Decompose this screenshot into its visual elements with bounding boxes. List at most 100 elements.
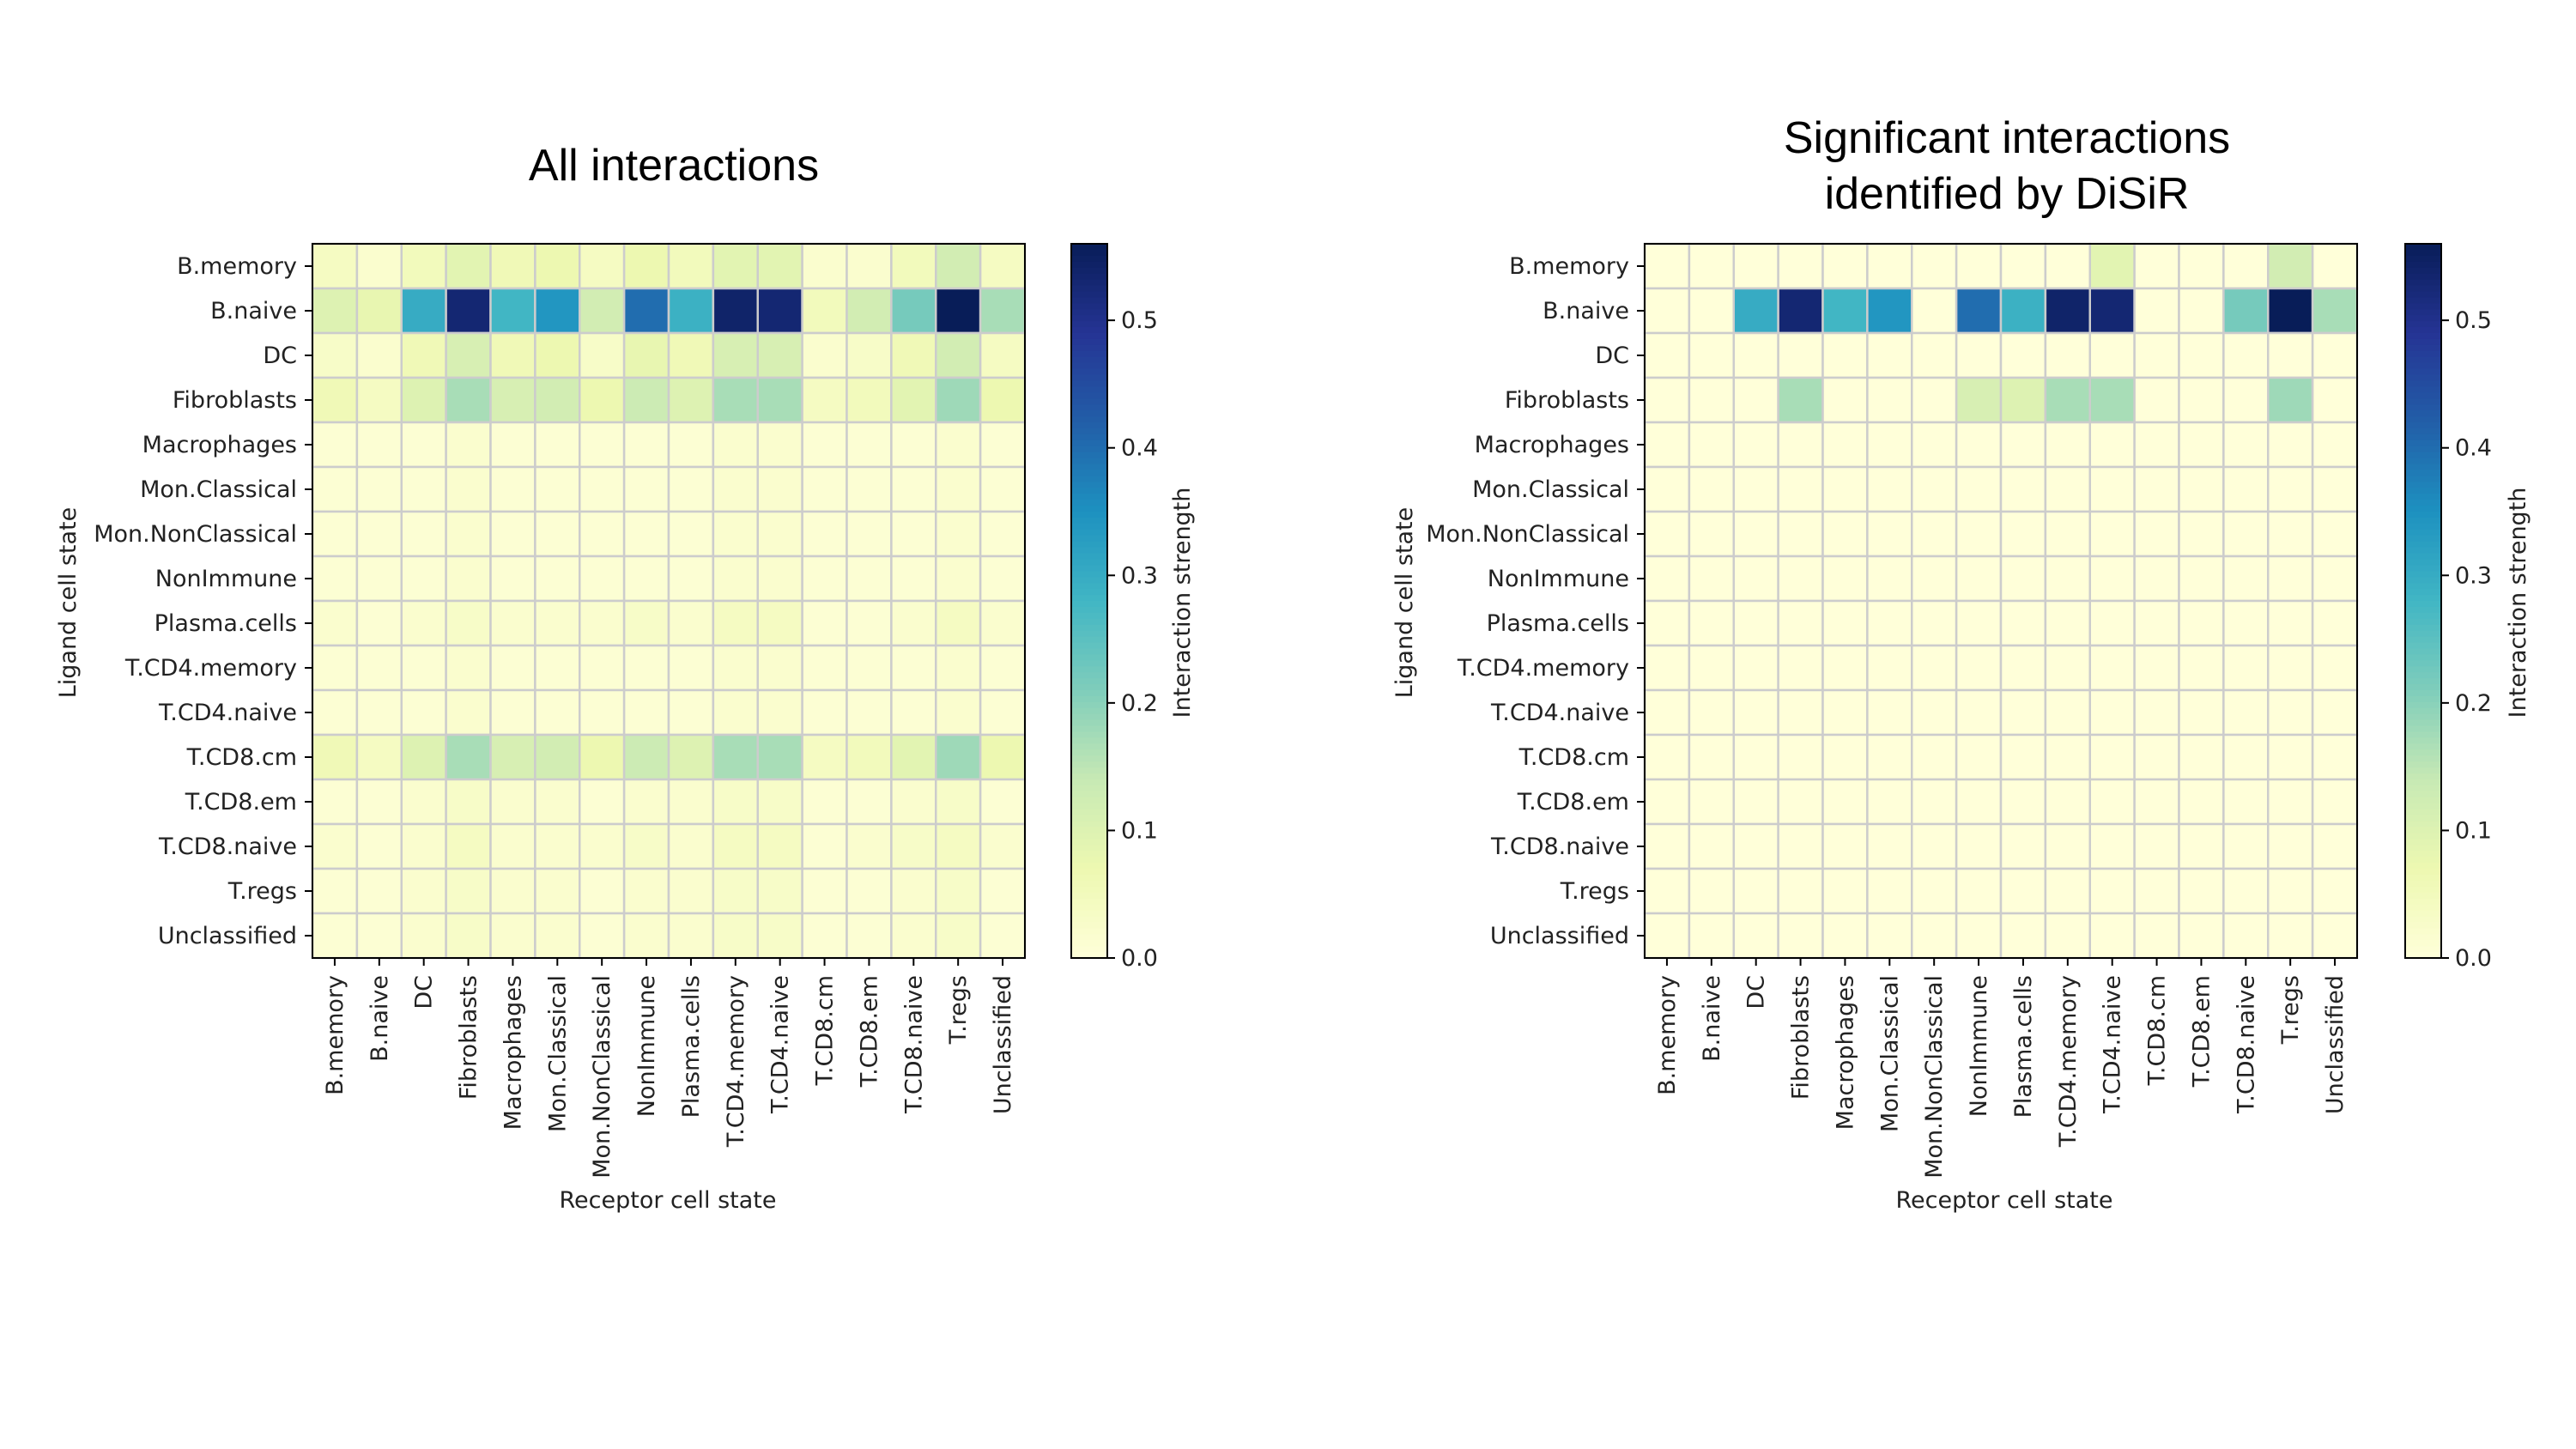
- colorbar-segment: [1071, 601, 1107, 608]
- heatmap-cell: [1866, 778, 1913, 826]
- colorbar-segment: [1071, 737, 1107, 745]
- colorbar-segment: [2405, 589, 2441, 596]
- heatmap-cell: [801, 644, 848, 692]
- heatmap-cell: [846, 555, 893, 603]
- y-tick-label: DC: [1595, 343, 1629, 369]
- colorbar-segment: [2405, 529, 2441, 537]
- x-tick-labels: B.memory B.naive DC Fibroblasts Macrophages M…: [1654, 958, 2349, 1179]
- heatmap-cell: [1866, 331, 1913, 379]
- colorbar-segment: [2405, 494, 2441, 500]
- heatmap-cell: [622, 599, 670, 647]
- heatmap-cell: [622, 465, 670, 513]
- heatmap-cell: [1821, 555, 1869, 603]
- colorbar-segment: [1071, 851, 1107, 858]
- colorbar-segment: [1071, 440, 1107, 447]
- heatmap-cell: [979, 555, 1027, 603]
- heatmap-cell: [979, 822, 1027, 870]
- heatmap-cell: [890, 912, 937, 960]
- x-axis-label: Receptor cell state: [560, 1187, 777, 1214]
- colorbar-segment: [1071, 630, 1107, 638]
- heatmap-cell: [979, 465, 1027, 513]
- heatmap-cell: [445, 822, 492, 870]
- heatmap-cell: [846, 376, 893, 424]
- x-tick-labels: B.memory B.naive DC Fibroblasts Macrophages M…: [322, 958, 1016, 1179]
- heatmap-cell: [890, 867, 937, 915]
- colorbar-tick-label: 0.4: [1121, 435, 1158, 462]
- heatmap-cell: [1955, 465, 2003, 513]
- colorbar-segment: [1071, 719, 1107, 727]
- colorbar-frame: [2404, 243, 2442, 959]
- colorbar-segment: [1071, 785, 1107, 792]
- heatmap-cell: [712, 912, 759, 960]
- heatmap-cell: [2088, 599, 2136, 647]
- heatmap-cell: [1866, 733, 1913, 781]
- heatmap-cell: [2311, 331, 2359, 379]
- heatmap-cell: [1821, 376, 1869, 424]
- heatmap-cell: [667, 822, 715, 870]
- colorbar-segment: [1071, 571, 1107, 579]
- heatmap-cell: [400, 599, 447, 647]
- colorbar-segment: [2405, 559, 2441, 567]
- heatmap-cell: [2044, 867, 2091, 915]
- heatmap-cell: [1777, 599, 1824, 647]
- heatmap-cell: [2311, 287, 2359, 335]
- heatmap-cell: [1955, 822, 2003, 870]
- colorbar-segment: [1071, 255, 1107, 263]
- heatmap-cell: [756, 733, 803, 781]
- colorbar-segment: [1071, 285, 1107, 293]
- heatmap-cell: [1821, 644, 1869, 692]
- heatmap-cell: [579, 242, 626, 290]
- heatmap-cell: [712, 867, 759, 915]
- colorbar-segment: [2405, 630, 2441, 638]
- colorbar-frame: [1070, 243, 1108, 959]
- heatmap-cell: [846, 242, 893, 290]
- heatmap-cell: [1643, 242, 1691, 290]
- heatmap-cell: [979, 733, 1027, 781]
- colorbar-segment: [2405, 267, 2441, 275]
- heatmap-cell: [979, 421, 1027, 469]
- colorbar-segment: [2405, 464, 2441, 471]
- colorbar-segment: [1071, 839, 1107, 846]
- colorbar-segment: [2405, 672, 2441, 679]
- heatmap-cell: [2222, 331, 2270, 379]
- heatmap-cell: [979, 242, 1027, 290]
- heatmap-cell: [2311, 242, 2359, 290]
- heatmap-cell: [667, 376, 715, 424]
- x-tick-label: T.CD4.naive: [767, 975, 794, 1114]
- colorbar-segment: [2405, 440, 2441, 447]
- heatmap-cell: [2044, 555, 2091, 603]
- colorbar-segment: [1071, 249, 1107, 257]
- heatmap-cell: [1911, 644, 1958, 692]
- colorbar-segment: [1071, 273, 1107, 281]
- x-tick-label: T.CD8.cm: [812, 975, 839, 1086]
- heatmap-cell: [311, 822, 359, 870]
- heatmap-cell: [2178, 644, 2225, 692]
- heatmap-cell: [846, 644, 893, 692]
- colorbar-segment: [2405, 279, 2441, 287]
- heatmap-cell: [622, 242, 670, 290]
- colorbar-segment: [1071, 707, 1107, 715]
- heatmap-cell: [1821, 510, 1869, 558]
- heatmap-cells: [311, 242, 1027, 960]
- heatmap-cell: [2088, 912, 2136, 960]
- heatmap-cell: [1999, 822, 2047, 870]
- colorbar-segment: [2405, 654, 2441, 662]
- colorbar-segment: [1071, 315, 1107, 322]
- y-tick-label: Mon.Classical: [1472, 476, 1629, 503]
- heatmap-cell: [2088, 421, 2136, 469]
- heatmap-cell: [1732, 421, 1779, 469]
- colorbar-segment: [1071, 410, 1107, 417]
- heatmap-cell: [2133, 733, 2180, 781]
- heatmap-cell: [2311, 733, 2359, 781]
- colorbar-segment: [1071, 386, 1107, 394]
- colorbar-segment: [2405, 809, 2441, 816]
- colorbar-segment: [1071, 952, 1107, 959]
- heatmap-cell: [2178, 867, 2225, 915]
- heatmap-cell: [622, 867, 670, 915]
- x-tick-label: DC: [1743, 975, 1770, 1009]
- heatmap-cell: [622, 778, 670, 826]
- heatmap-cell: [2267, 242, 2314, 290]
- colorbar-segment: [1071, 333, 1107, 340]
- heatmap-cell: [2133, 376, 2180, 424]
- heatmap-cell: [1866, 421, 1913, 469]
